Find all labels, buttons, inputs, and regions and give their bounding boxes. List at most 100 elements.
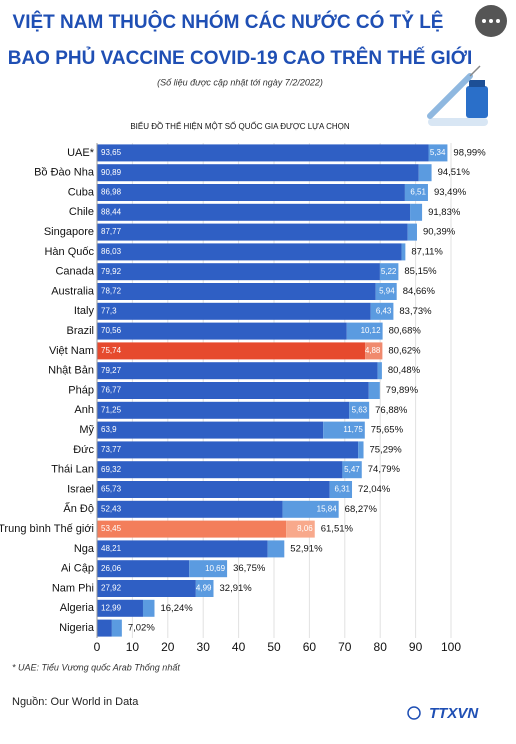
bar-segment [97,580,196,597]
bar-segment [368,382,380,399]
total-label: 32,91% [220,583,253,594]
x-tick-label: 30 [197,640,211,654]
bar-segment [97,421,324,439]
value-label: 86,98 [101,188,122,197]
bar-segment [97,520,287,538]
total-label: 16,24% [160,603,193,614]
category-label: Cuba [68,186,95,198]
bar-segment [111,619,122,637]
total-label: 75,65% [371,425,404,436]
value-label: 73,77 [101,445,122,454]
total-label: 93,49% [434,187,467,198]
value-label: 5,34 [430,148,446,157]
bar-segment [97,223,408,241]
value-label: 86,03 [101,247,122,256]
value-label: 11,75 [343,425,363,434]
bar-segment [379,263,399,281]
value-label: 90,89 [101,168,122,177]
value-label: 87,77 [101,227,122,236]
bar-segment [97,362,378,380]
bar-segment [370,302,394,320]
category-label: Nga [74,543,95,555]
bar-segment [97,184,405,201]
total-label: 79,89% [386,385,419,396]
value-label: 4,88 [365,346,381,355]
value-label: 8,06 [297,524,313,533]
bar-segment [346,322,383,340]
value-label: 6,51 [410,188,426,197]
total-label: 90,39% [423,227,456,238]
total-label: 85,15% [404,266,437,277]
category-label: Hàn Quốc [44,246,94,258]
x-tick-label: 40 [232,640,246,654]
bar-segment [410,203,423,221]
title-line: BAO PHỦ VACCINE COVID-19 CAO TRÊN THẾ GI… [8,47,473,69]
bar-segment [97,302,371,320]
category-label: Nigeria [59,622,95,634]
total-label: 75,29% [370,444,403,455]
value-label: 79,27 [101,366,122,375]
bar-segment [97,203,411,221]
bar-segment [189,560,228,578]
category-label: Brazil [66,325,94,337]
value-label: 5,47 [344,465,360,474]
bar-segment [97,500,283,518]
bar-segment [97,481,330,498]
bar-segment [97,164,419,182]
bar-segment [401,243,406,261]
total-label: 98,99% [453,147,486,158]
syringe-icon [427,65,488,126]
bar-segment [97,382,369,399]
value-label: 15,84 [317,504,338,513]
x-tick-label: 10 [126,640,140,654]
x-tick-label: 100 [441,640,461,654]
value-label: 63,9 [101,425,117,434]
bar-segment [418,164,432,182]
x-tick-label: 70 [338,640,352,654]
total-label: 72,04% [358,484,391,495]
total-label: 80,62% [388,345,421,356]
value-label: 12,99 [101,603,122,612]
value-label: 78,72 [101,287,122,296]
value-label: 88,44 [101,207,122,216]
category-label: Ai Cập [61,563,94,575]
value-label: 71,25 [101,405,122,414]
total-label: 61,51% [321,524,354,535]
bar-segment [97,243,402,261]
bar-segment [195,580,214,597]
bar-segment [428,144,448,162]
value-label: 5,94 [379,287,395,296]
total-label: 36,75% [233,563,266,574]
footnote: * UAE: Tiểu Vương quốc Arab Thống nhất [12,662,180,672]
category-label: Canada [55,266,94,278]
category-label: Ấn Độ [63,502,94,515]
value-label: 76,77 [101,386,122,395]
total-label: 80,48% [388,365,421,376]
value-label: 69,32 [101,465,122,474]
category-label: Australia [51,285,95,297]
category-label: Thái Lan [51,464,94,476]
x-tick-label: 0 [94,640,101,654]
x-tick-label: 80 [374,640,388,654]
category-label: Nam Phi [52,582,94,594]
value-label: 4,99 [196,584,212,593]
value-label: 65,73 [101,485,122,494]
subtitle: (Số liệu được cập nhật tới ngày 7/2/2022… [157,77,323,87]
source: Nguồn: Our World in Data [12,696,139,708]
total-label: 94,51% [438,167,471,178]
value-label: 6,43 [376,306,392,315]
logo: TTXVN [407,705,479,722]
menu-button[interactable] [475,5,507,37]
value-label: 48,21 [101,544,122,553]
value-label: 10,12 [361,326,382,335]
value-label: 75,74 [101,346,122,355]
value-label: 27,92 [101,584,122,593]
bar-segment [97,322,347,340]
value-label: 5,22 [381,267,397,276]
value-label: 53,45 [101,524,122,533]
category-label: Mỹ [79,424,94,436]
category-label: Algeria [60,602,95,614]
bar-segment [349,401,370,419]
category-label: Singapore [44,226,94,238]
